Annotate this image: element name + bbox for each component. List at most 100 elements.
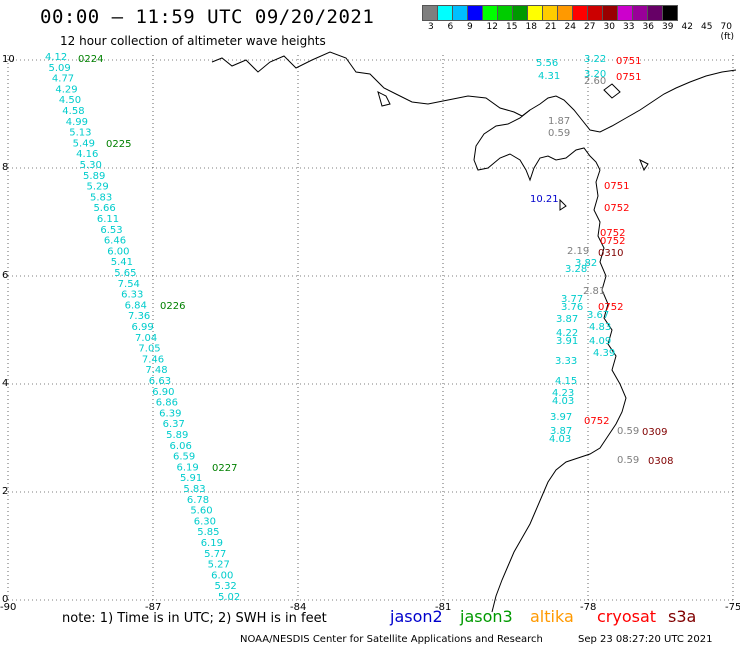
track-value-label: 6.99 (132, 322, 154, 333)
coastal-value-label: 4.03 (552, 396, 574, 407)
scale-swatch (662, 5, 678, 21)
satellite-legend-jason3: jason3 (460, 607, 513, 626)
footer-note: note: 1) Time is in UTC; 2) SWH is in fe… (62, 611, 327, 626)
coastal-value-label: 3.97 (550, 412, 572, 423)
coastal-value-label: 3.67 (587, 310, 609, 321)
coastal-value-label: 4.31 (538, 71, 560, 82)
track-value-label: 5.89 (83, 171, 105, 182)
satellite-legend-s3a: s3a (668, 607, 697, 626)
coastline (211, 51, 737, 613)
pass-time-label: 0227 (212, 463, 237, 474)
coastline-north (211, 51, 737, 133)
coastal-value-label: 0.59 (617, 426, 639, 437)
track-value-label: 5.77 (204, 549, 226, 560)
track-value-label: 6.59 (173, 452, 195, 463)
pass-time-label: 0752 (598, 302, 623, 313)
generation-timestamp: Sep 23 08:27:20 UTC 2021 (578, 634, 713, 645)
pass-time-label: 0309 (642, 427, 667, 438)
scale-label: 6 (447, 22, 454, 32)
track-value-label: 6.78 (187, 495, 209, 506)
track-value-label: 5.65 (114, 268, 136, 279)
pass-time-label: 0752 (604, 203, 629, 214)
coastline-islands (377, 83, 649, 211)
track-value-label: 4.29 (55, 84, 77, 95)
track-value-label: 5.49 (73, 138, 95, 149)
coastal-value-label: 3.28 (565, 264, 587, 275)
y-axis-tick-label: 10 (2, 54, 15, 65)
x-axis-tick-label: -75 (725, 602, 740, 613)
pass-time-label: 0225 (106, 139, 131, 150)
scale-label: 36 (642, 22, 654, 32)
scale-label: 24 (564, 22, 576, 32)
track-value-label: 6.53 (100, 225, 122, 236)
map-grid (7, 55, 736, 601)
credit-line: NOAA/NESDIS Center for Satellite Applica… (240, 634, 543, 645)
coastal-value-label: 3.87 (550, 426, 572, 437)
coastal-value-label: 3.76 (561, 302, 583, 313)
track-value-label: 6.06 (170, 441, 192, 452)
track-value-label: 6.86 (156, 398, 178, 409)
x-axis-tick-label: -78 (580, 602, 596, 613)
track-value-label: 5.27 (208, 560, 230, 571)
pass-time-label: 0751 (616, 72, 641, 83)
track-value-label: 6.19 (176, 462, 198, 473)
track-value-label: 4.99 (66, 117, 88, 128)
y-axis-tick-label: 2 (2, 486, 8, 497)
pass-time-label: 0751 (616, 56, 641, 67)
scale-label: 70 (ft) (720, 22, 735, 42)
track-value-label: 7.36 (128, 311, 150, 322)
scale-label: 45 (701, 22, 713, 32)
y-axis-tick-label: 8 (2, 162, 8, 173)
track-value-label: 4.77 (52, 74, 74, 85)
scale-label: 12 (486, 22, 498, 32)
pass-time-label: 0310 (598, 248, 623, 259)
track-value-label: 6.11 (97, 214, 119, 225)
map-subtitle: 12 hour collection of altimeter wave hei… (60, 34, 326, 48)
coastline-panama (473, 109, 601, 182)
y-axis-tick-label: 4 (2, 378, 8, 389)
track-value-label: 7.48 (145, 365, 167, 376)
pass-time-labels: 0224022502260227075107510751075207520752… (78, 54, 673, 474)
pass-time-label: 0308 (648, 456, 673, 467)
track-value-label: 5.41 (111, 257, 133, 268)
track-value-label: 6.39 (159, 408, 181, 419)
coastal-value-label: 0.59 (617, 455, 639, 466)
x-axis-tick-label: -84 (290, 602, 306, 613)
coastal-value-label: 4.39 (593, 348, 615, 359)
coastal-value-label: 10.21 (530, 194, 559, 205)
pass-time-label: 0752 (600, 228, 625, 239)
track-value-label: 5.60 (190, 506, 212, 517)
coastal-value-label: 4.23 (552, 388, 574, 399)
x-axis-tick-label: -90 (0, 602, 16, 613)
scale-label: 42 (681, 22, 693, 32)
track-value-label: 7.46 (142, 354, 164, 365)
satellite-legend-cryosat: cryosat (597, 607, 657, 626)
track-value-label: 5.83 (183, 484, 205, 495)
track-value-label: 5.66 (93, 203, 115, 214)
track-value-label: 5.13 (69, 128, 91, 139)
track-value-label: 5.32 (215, 581, 237, 592)
pass-time-label: 0751 (604, 181, 629, 192)
coastal-value-label: 4.83 (589, 322, 611, 333)
track-value-label: 5.29 (87, 182, 109, 193)
coastal-value-label: 2.60 (584, 76, 606, 87)
coastal-value-label: 5.56 (536, 58, 558, 69)
scale-label: 30 (603, 22, 615, 32)
wave-height-color-scale (422, 5, 678, 21)
coastal-value-label: 3.33 (555, 356, 577, 367)
x-axis-tick-label: -87 (145, 602, 161, 613)
scale-label: 3 (428, 22, 434, 32)
coastal-value-label: 3.82 (575, 258, 597, 269)
track-value-label: 7.05 (138, 344, 160, 355)
scale-label: 18 (525, 22, 537, 32)
x-axis-tick-label: -81 (435, 602, 451, 613)
map-title: 00:00 – 11:59 UTC 09/20/2021 (40, 6, 375, 28)
track-value-label: 5.09 (48, 63, 70, 74)
track-value-label: 6.37 (163, 419, 185, 430)
scale-label: 9 (467, 22, 473, 32)
pass-track-values: 4.125.094.774.294.504.584.995.135.494.16… (45, 52, 240, 603)
track-value-label: 6.00 (107, 246, 129, 257)
scale-label: 33 (623, 22, 635, 32)
pass-time-label: 0224 (78, 54, 103, 65)
